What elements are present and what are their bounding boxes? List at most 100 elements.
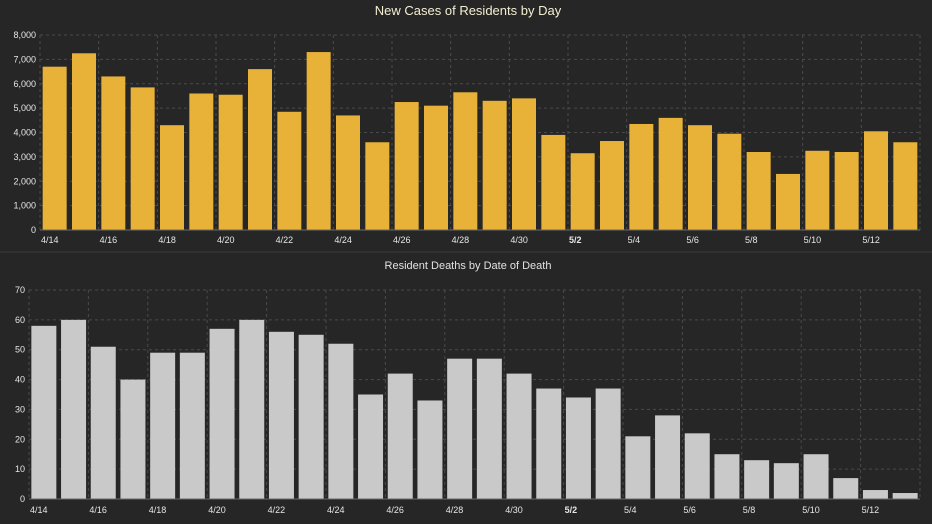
deaths-x-tick-label: 4/30 xyxy=(505,505,523,515)
deaths-bar xyxy=(655,415,681,499)
deaths-y-tick-label: 20 xyxy=(15,434,25,444)
deaths-y-tick-label: 0 xyxy=(20,494,25,504)
cases-bar xyxy=(629,123,654,230)
cases-x-tick-label: 5/12 xyxy=(862,235,880,245)
deaths-bar xyxy=(536,388,562,499)
deaths-bar xyxy=(714,454,740,499)
deaths-x-tick-label: 4/18 xyxy=(149,505,167,515)
deaths-bar xyxy=(179,352,205,499)
deaths-y-tick-label: 10 xyxy=(15,464,25,474)
deaths-x-tick-label: 4/22 xyxy=(268,505,286,515)
cases-bar xyxy=(541,134,566,230)
cases-bar xyxy=(130,87,155,230)
cases-bar xyxy=(248,69,272,230)
cases-y-tick-label: 6,000 xyxy=(13,79,36,89)
cases-y-tick-label: 2,000 xyxy=(13,176,36,186)
cases-y-tick-label: 7,000 xyxy=(13,54,36,64)
deaths-x-tick-label: 5/4 xyxy=(624,505,637,515)
cases-bar xyxy=(365,142,390,230)
deaths-bar xyxy=(744,460,770,499)
deaths-x-tick-label: 5/10 xyxy=(802,505,820,515)
deaths-bar xyxy=(239,319,265,499)
deaths-y-tick-label: 60 xyxy=(15,315,25,325)
cases-x-tick-label: 4/22 xyxy=(276,235,294,245)
deaths-bar xyxy=(595,388,621,499)
deaths-bar xyxy=(150,352,176,499)
deaths-bar xyxy=(565,397,591,499)
cases-bar xyxy=(864,131,888,230)
deaths-x-tick-label: 5/8 xyxy=(743,505,756,515)
cases-bar xyxy=(306,52,331,230)
cases-bar xyxy=(160,125,184,230)
cases-y-tick-label: 5,000 xyxy=(13,103,36,113)
cases-bar xyxy=(717,133,742,230)
cases-bar xyxy=(746,152,771,230)
deaths-bar xyxy=(61,319,87,499)
cases-bar xyxy=(893,142,918,230)
cases-y-tick-label: 8,000 xyxy=(13,30,36,40)
deaths-x-tick-label: 5/12 xyxy=(862,505,880,515)
deaths-bar xyxy=(773,463,799,499)
deaths-bar xyxy=(625,436,651,499)
cases-x-tick-label: 4/20 xyxy=(217,235,235,245)
cases-y-tick-label: 1,000 xyxy=(13,201,36,211)
cases-chart: New Cases of Residents by Day 0 1,000 2,00… xyxy=(13,3,921,245)
deaths-x-tick-label: 4/24 xyxy=(327,505,345,515)
deaths-x-tick-label: 4/14 xyxy=(30,505,48,515)
deaths-x-tick-label: 4/16 xyxy=(89,505,107,515)
cases-y-tick-label: 3,000 xyxy=(13,152,36,162)
deaths-bar xyxy=(387,373,413,499)
cases-bar xyxy=(512,98,536,230)
deaths-x-tick-label: 4/26 xyxy=(386,505,404,515)
deaths-bar xyxy=(892,493,918,499)
deaths-bar xyxy=(476,358,502,499)
cases-x-tick-label: 5/2 xyxy=(569,235,582,245)
deaths-bar xyxy=(684,433,710,499)
cases-bar xyxy=(424,105,448,230)
deaths-x-tick-label: 5/2 xyxy=(565,505,578,515)
cases-bar xyxy=(394,102,419,230)
deaths-bar xyxy=(447,358,473,499)
cases-bar xyxy=(72,53,96,230)
cases-x-tick-label: 5/6 xyxy=(686,235,699,245)
deaths-chart-title: Resident Deaths by Date of Death xyxy=(385,260,552,272)
cases-x-tick-label: 4/14 xyxy=(41,235,59,245)
cases-x-tick-label: 4/18 xyxy=(158,235,176,245)
cases-x-tick-label: 5/8 xyxy=(745,235,758,245)
cases-bar xyxy=(101,76,126,230)
cases-bar xyxy=(336,115,360,230)
cases-chart-title: New Cases of Residents by Day xyxy=(375,3,562,18)
cases-bar xyxy=(776,173,800,230)
deaths-chart: Resident Deaths by Date of Death 0 10 20 30… xyxy=(15,260,921,515)
deaths-y-tick-label: 30 xyxy=(15,404,25,414)
deaths-bar xyxy=(209,328,235,499)
cases-bar xyxy=(189,93,214,230)
deaths-bar xyxy=(803,454,829,499)
cases-x-tick-label: 4/26 xyxy=(393,235,411,245)
cases-bar xyxy=(453,92,478,230)
cases-y-tick-label: 0 xyxy=(31,225,36,235)
deaths-y-tick-label: 50 xyxy=(15,345,25,355)
deaths-y-tick-label: 70 xyxy=(15,285,25,295)
cases-bar xyxy=(482,100,507,230)
cases-bar xyxy=(218,94,243,230)
deaths-bar xyxy=(328,343,354,499)
cases-x-tick-label: 4/24 xyxy=(334,235,352,245)
deaths-y-tick-label: 40 xyxy=(15,375,25,385)
deaths-bar xyxy=(358,394,384,499)
cases-bar xyxy=(805,150,830,230)
deaths-bar xyxy=(268,331,294,499)
cases-x-tick-label: 5/10 xyxy=(804,235,822,245)
deaths-x-tick-label: 5/6 xyxy=(683,505,696,515)
cases-bar xyxy=(570,153,595,230)
cases-bar xyxy=(600,141,624,230)
cases-bar xyxy=(658,117,683,230)
cases-x-tick-label: 4/16 xyxy=(100,235,118,245)
deaths-bar xyxy=(417,400,443,499)
cases-bar xyxy=(42,66,67,230)
deaths-bar xyxy=(833,478,859,499)
deaths-x-tick-label: 4/28 xyxy=(446,505,464,515)
deaths-bar xyxy=(120,379,146,499)
